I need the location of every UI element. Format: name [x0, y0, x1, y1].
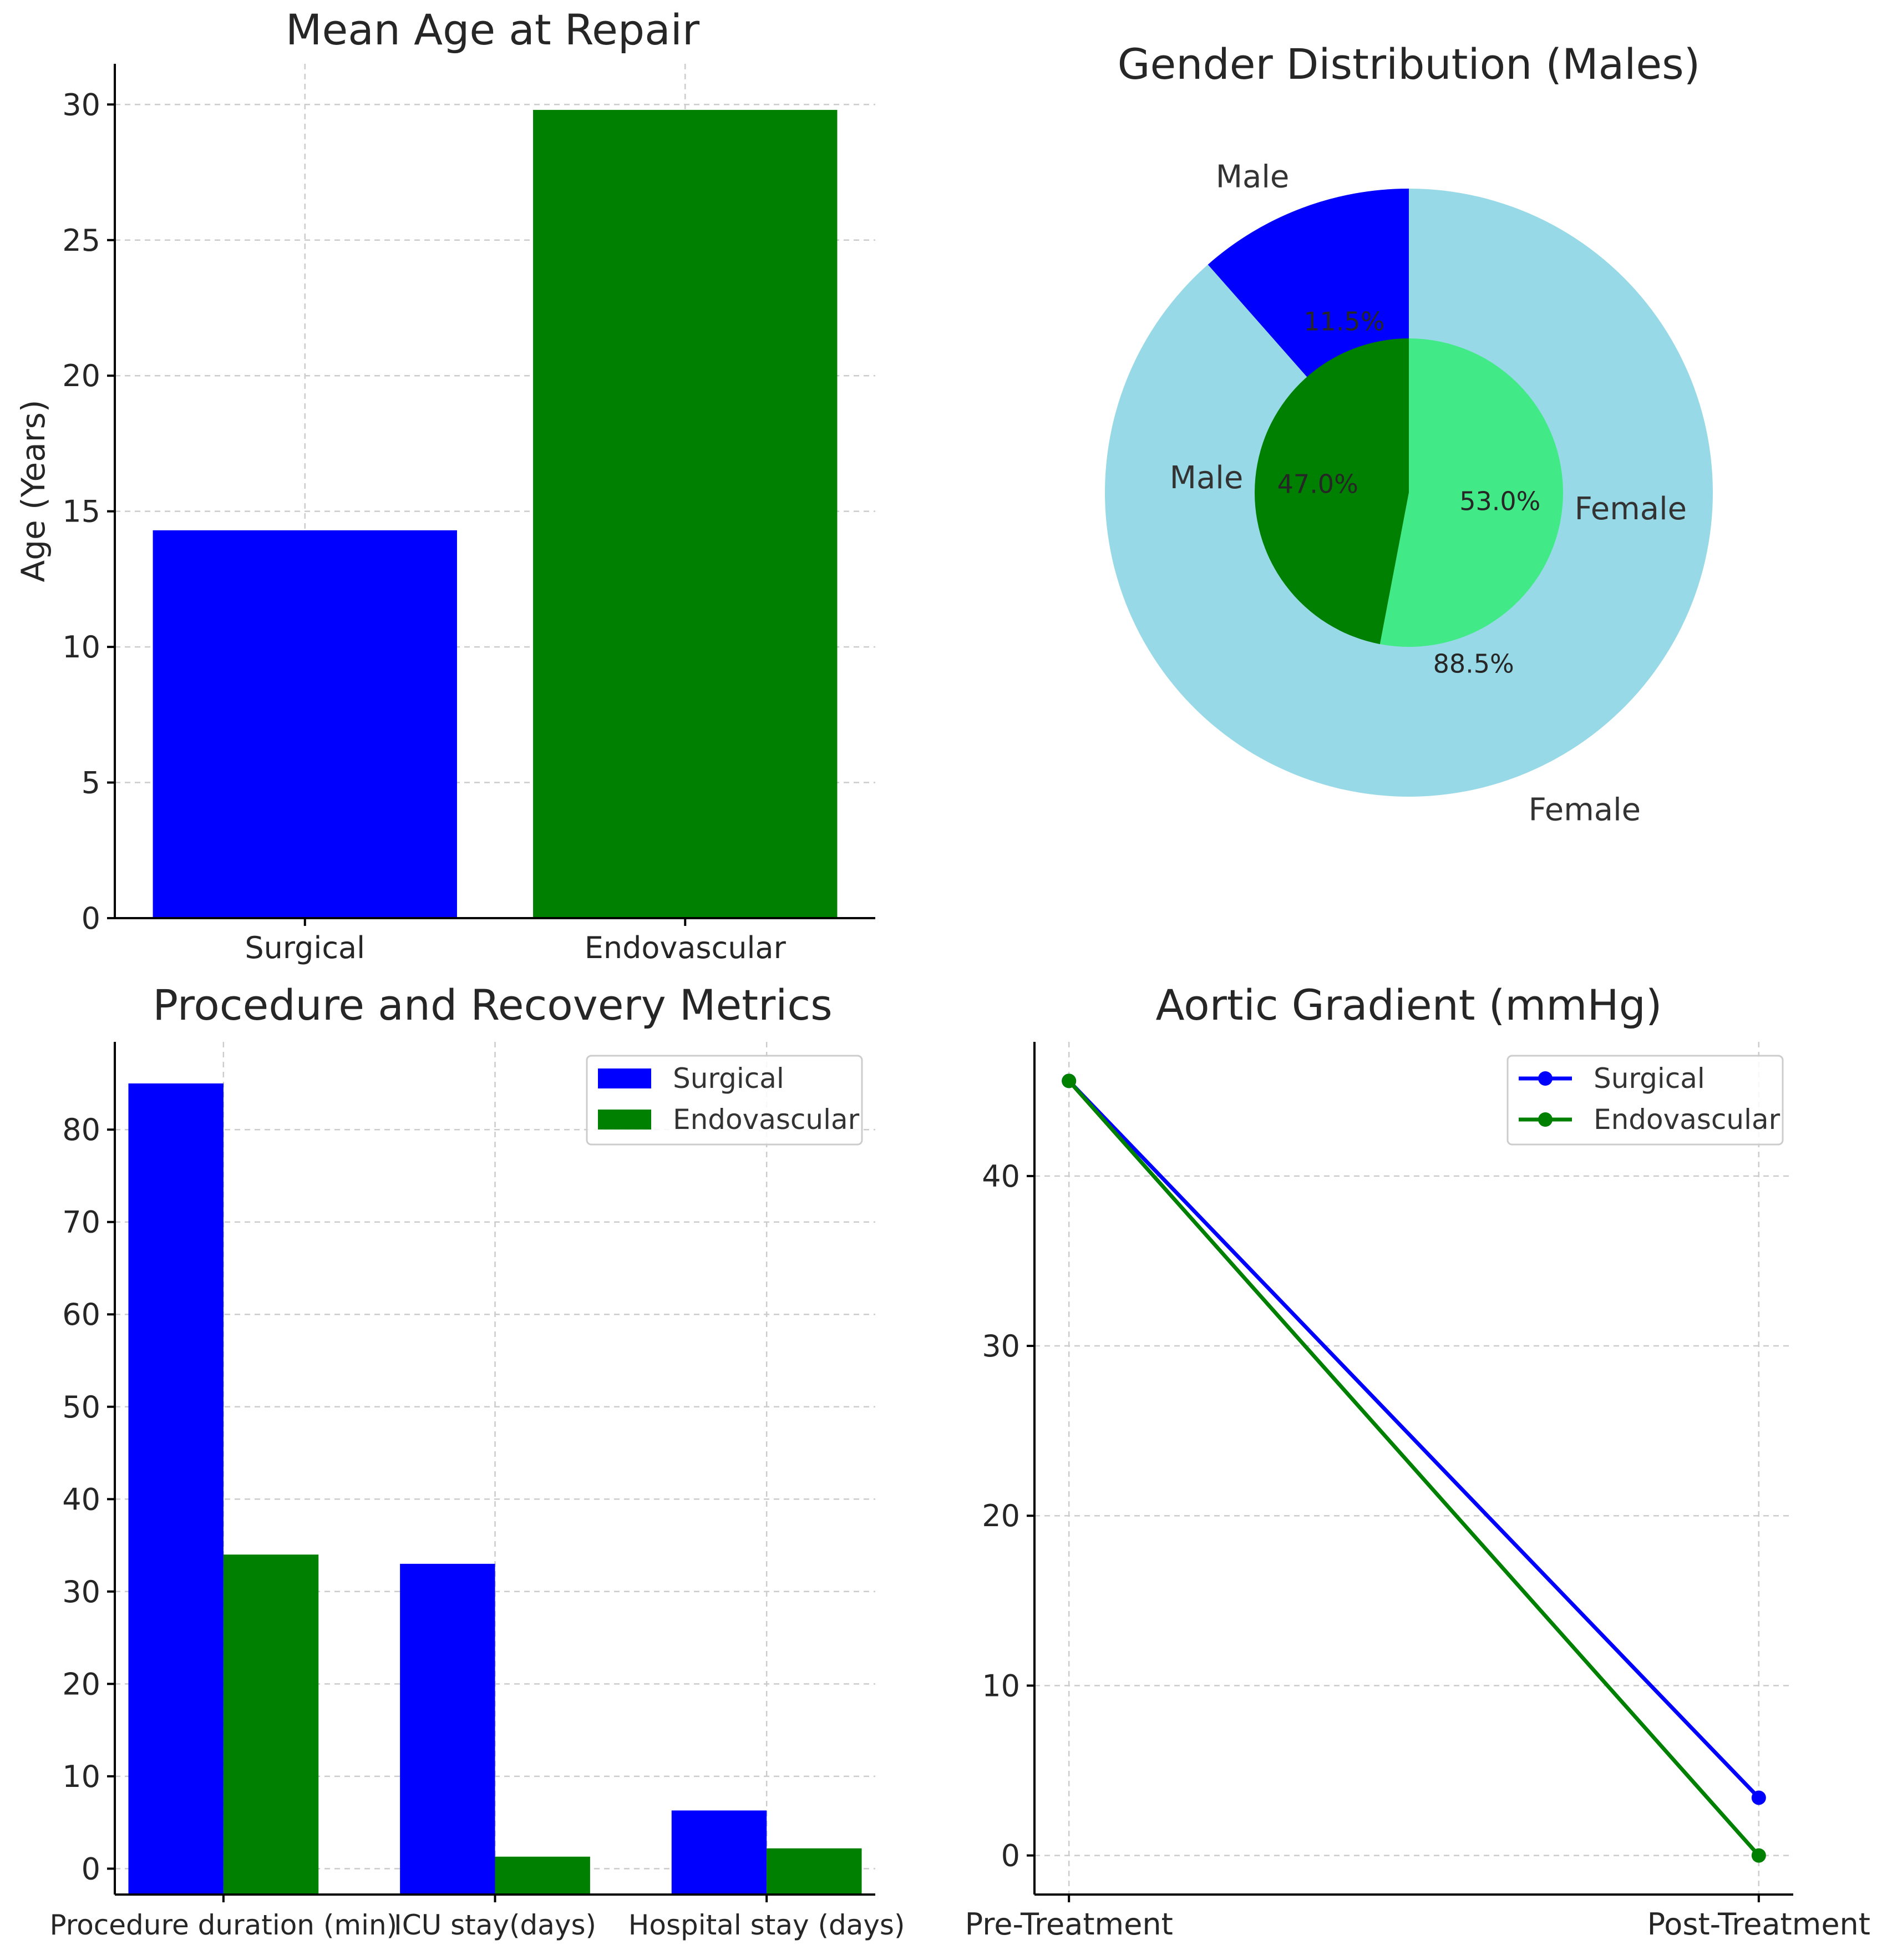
y-tick-label: 50 [62, 1390, 100, 1425]
inner-label-male: Male [1170, 460, 1244, 496]
bar-surgical-icu-stay-days [400, 1563, 495, 1895]
y-tick-label: 30 [62, 87, 100, 122]
y-tick-label: 25 [62, 223, 100, 258]
y-tick-label: 15 [62, 494, 100, 529]
outer-label-male: Male [1216, 159, 1290, 195]
outer-pct-female: 88.5% [1433, 649, 1514, 679]
aortic-title: Aortic Gradient (mmHg) [1156, 980, 1662, 1030]
gender-title: Gender Distribution (Males) [1118, 39, 1701, 89]
legend-swatch-surgical [598, 1068, 651, 1088]
inner-pct-male: 47.0% [1277, 469, 1358, 499]
bar-endovascular-icu-stay-days [495, 1856, 590, 1895]
x-tick-label-pre-treatment: Pre-Treatment [965, 1907, 1173, 1942]
y-tick-label: 60 [62, 1297, 100, 1332]
y-tick-label: 70 [62, 1205, 100, 1240]
legend-marker-surgical [1538, 1071, 1553, 1086]
bar-endovascular-hospital-stay-days [767, 1848, 862, 1895]
procedure-metrics-chart: Procedure and Recovery Metrics 0 10 20 30 40… [49, 980, 905, 1941]
legend-label-surgical: Surgical [673, 1062, 784, 1095]
y-tick-label: 30 [62, 1574, 100, 1609]
bar-endovascular [533, 110, 838, 919]
legend-label-endovascular: Endovascular [673, 1103, 860, 1136]
line-surgical [1067, 1079, 1761, 1799]
x-tick-label-icu-stay-days: ICU stay(days) [394, 1909, 596, 1941]
aortic-gradient-chart: Aortic Gradient (mmHg) 0 10 20 30 40 Pre-Trea… [965, 980, 1870, 1942]
legend-box [1506, 1055, 1784, 1146]
y-tick-label: 40 [62, 1482, 100, 1517]
outer-label-female: Female [1529, 792, 1641, 828]
legend-label-surgical: Surgical [1594, 1062, 1705, 1095]
mean-age-axes: 0 5 10 15 20 25 30 Surgical Endovascular [62, 64, 875, 965]
y-tick-label: 0 [82, 1851, 100, 1886]
procedure-title: Procedure and Recovery Metrics [153, 980, 833, 1030]
legend-box [586, 1055, 863, 1146]
procedure-legend: Surgical Endovascular [586, 1055, 863, 1146]
aortic-legend: Surgical Endovascular [1506, 1055, 1784, 1146]
y-tick-label: 10 [62, 1759, 100, 1794]
x-tick-label-post-treatment: Post-Treatment [1647, 1907, 1870, 1942]
gender-distribution-chart: Gender Distribution (Males) 11.5% Male 88.… [1105, 39, 1713, 828]
procedure-axes: 0 10 20 30 40 50 60 70 80 Procedure duration (min… [49, 1042, 905, 1941]
mean-age-chart: Mean Age at Repair Age (Years) 0 5 10 15 20 2… [14, 5, 875, 965]
y-tick-label: 20 [62, 1667, 100, 1701]
mean-age-title: Mean Age at Repair [286, 5, 700, 54]
aortic-axes: 0 10 20 30 40 Pre-Treatment Post-Treatment [965, 1042, 1870, 1942]
x-tick-label-surgical: Surgical [245, 930, 365, 965]
legend-label-endovascular: Endovascular [1594, 1103, 1780, 1136]
point-endovascular-pre-treatment [1062, 1073, 1077, 1088]
legend-marker-endovascular [1538, 1112, 1553, 1127]
y-tick-label: 5 [82, 766, 100, 801]
bar-surgical-hospital-stay-days [671, 1810, 767, 1895]
y-tick-label: 20 [982, 1498, 1020, 1533]
x-tick-label-hospital-stay-days: Hospital stay (days) [628, 1909, 905, 1941]
y-tick-label: 30 [982, 1329, 1020, 1364]
bar-surgical-procedure-duration-min [128, 1083, 224, 1895]
bar-endovascular-procedure-duration-min [223, 1554, 319, 1895]
legend-swatch-endovascular [598, 1110, 651, 1130]
inner-label-female: Female [1575, 491, 1687, 527]
y-tick-label: 0 [1001, 1839, 1020, 1873]
inner-wedge-male [1255, 338, 1409, 645]
aortic-lines [1062, 1073, 1766, 1863]
y-tick-label: 10 [62, 630, 100, 665]
y-tick-label: 0 [82, 901, 100, 936]
y-tick-label: 20 [62, 358, 100, 393]
procedure-bars [128, 1083, 862, 1895]
y-tick-label: 10 [982, 1668, 1020, 1703]
point-endovascular-post-treatment [1751, 1848, 1766, 1863]
mean-age-ylabel: Age (Years) [14, 400, 52, 583]
inner-wedge-female [1379, 338, 1563, 647]
point-surgical-post-treatment [1751, 1790, 1766, 1805]
y-tick-label: 80 [62, 1112, 100, 1147]
bar-surgical [153, 530, 457, 918]
x-tick-label-procedure-duration-min: Procedure duration (min) [49, 1909, 397, 1941]
aortic-gridlines [1034, 1042, 1793, 1895]
outer-pct-male: 11.5% [1303, 306, 1384, 336]
line-endovascular [1067, 1080, 1761, 1857]
y-tick-label: 40 [982, 1159, 1020, 1194]
inner-pct-female: 53.0% [1459, 487, 1540, 516]
gender-pie: 11.5% Male 88.5% Female 47.0% Male 53.0% Female [1105, 159, 1713, 828]
mean-age-bars [153, 110, 838, 919]
x-tick-label-endovascular: Endovascular [585, 930, 787, 965]
